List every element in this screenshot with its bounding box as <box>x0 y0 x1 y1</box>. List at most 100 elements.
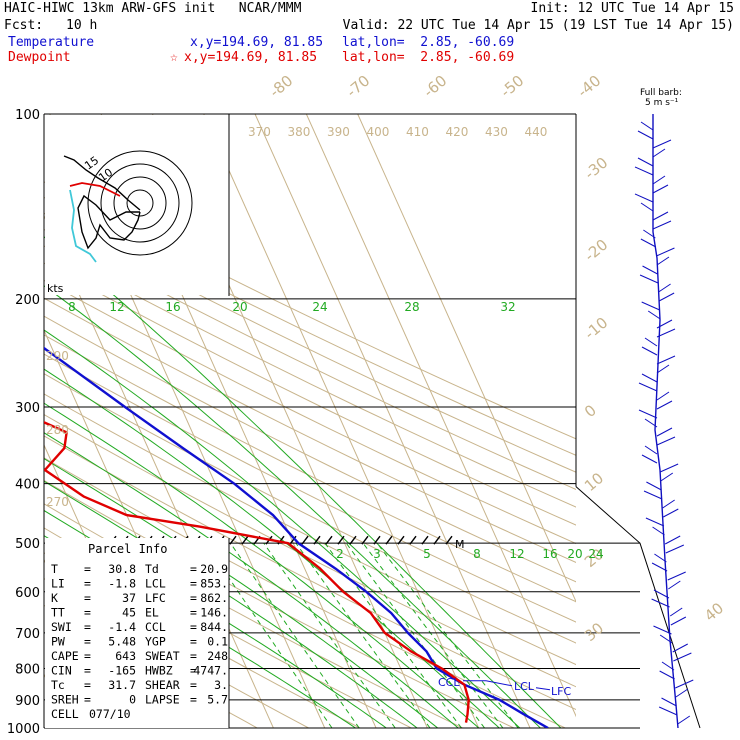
hatch-mark <box>301 535 309 545</box>
dewpoint-latlon: lat,lon= 2.85, -60.69 <box>342 50 515 65</box>
forecast-label: Fcst: <box>4 18 44 33</box>
parcel-value: 3. <box>214 678 228 692</box>
parcel-value: -1.4 <box>108 620 136 634</box>
parcel-value: 077/10 <box>89 707 131 721</box>
wind-barb <box>651 562 668 572</box>
temperature-latlon: lat,lon= 2.85, -60.69 <box>342 35 515 50</box>
parcel-equals: = <box>190 678 197 692</box>
pressure-label: 900 <box>15 694 40 709</box>
parcel-equals: = <box>190 635 197 649</box>
hatch-mark <box>241 535 249 545</box>
mixing-ratio-line <box>263 542 396 728</box>
pressure-label: 1000 <box>7 722 40 737</box>
parcel-equals: = <box>84 678 91 692</box>
hatch-mark <box>349 535 357 545</box>
dewpoint-legend: Dewpoint <box>8 50 71 65</box>
parcel-key: CAPE <box>51 649 79 663</box>
wind-barb <box>646 481 662 491</box>
wind-barb <box>643 490 663 500</box>
parcel-equals: = <box>84 664 91 678</box>
wind-barb <box>647 310 661 320</box>
parcel-equals: = <box>190 649 197 663</box>
barb-key-units: 5 m s⁻¹ <box>645 98 679 108</box>
theta-label: 390 <box>327 125 350 139</box>
dry-adiabat-line <box>44 245 576 508</box>
wind-barb <box>641 301 660 311</box>
wind-barb <box>668 580 681 590</box>
parcel-value: 248 <box>207 649 228 663</box>
parcel-value: 146. <box>200 606 228 620</box>
wind-barb <box>656 364 670 374</box>
wind-barb <box>640 238 657 248</box>
temperature-xy: x,y=194.69, 81.85 <box>190 35 324 50</box>
hatch-mark <box>409 535 417 545</box>
hatch-mark <box>421 535 429 545</box>
hodograph-inset <box>45 115 229 295</box>
wind-barb <box>670 616 687 626</box>
pressure-label: 300 <box>15 401 40 416</box>
parcel-key: K <box>51 591 58 605</box>
hatch-mark <box>337 535 345 545</box>
parcel-value: -165 <box>108 664 136 678</box>
wind-barb <box>639 274 659 284</box>
parcel-value: 0.1 <box>207 635 228 649</box>
dry-adiabat-line <box>44 279 576 545</box>
wind-barb <box>651 598 670 608</box>
wind-barb <box>659 463 679 473</box>
barb-staff <box>652 114 679 729</box>
parcel-key: LI <box>51 577 65 591</box>
wind-barb <box>663 508 679 518</box>
mixing-ratio-line <box>362 542 504 728</box>
dry-adiabat-line <box>44 457 567 728</box>
hatch-mark <box>373 535 381 545</box>
hodograph-ring <box>87 150 193 256</box>
parcel-equals: = <box>84 649 91 663</box>
hatch-mark <box>361 535 369 545</box>
isotherm-label: -80 <box>266 72 296 102</box>
parcel-key: LCL <box>145 577 166 591</box>
parcel-key: LAPSE <box>145 693 180 707</box>
parcel-value: 5.7 <box>207 693 228 707</box>
wind-barb <box>664 535 681 545</box>
pressure-label: 500 <box>15 537 40 552</box>
parcel-equals: = <box>84 620 91 634</box>
parcel-value: 844. <box>200 620 228 634</box>
wind-barb <box>659 634 673 644</box>
wind-barb <box>644 337 658 347</box>
wind-barb <box>652 211 669 221</box>
mixing-ratio-line <box>230 542 360 728</box>
wind-barb <box>658 706 678 716</box>
wind-barb <box>642 265 658 275</box>
isotherm-label: -20 <box>581 236 611 266</box>
wind-barb <box>652 220 672 230</box>
parcel-value: 37 <box>122 591 136 605</box>
wind-barb <box>660 472 674 482</box>
parcel-key: PW <box>51 635 65 649</box>
wind-barb <box>675 688 689 698</box>
parcel-value: 31.7 <box>108 678 136 692</box>
isotherm-label: -40 <box>574 72 604 102</box>
isotherm-line <box>357 114 576 603</box>
moist-adiabat-label: 12 <box>109 300 124 314</box>
wind-barb <box>652 526 665 536</box>
wind-barb <box>654 553 667 563</box>
wind-barb <box>637 130 654 140</box>
theta-label: 370 <box>248 125 271 139</box>
hatch-mark <box>277 535 285 545</box>
parcel-value: 30.8 <box>108 562 136 576</box>
parcel-key: YGP <box>145 635 166 649</box>
valid-time: Valid: 22 UTC Tue 14 Apr 15 (19 LST Tue … <box>342 18 734 33</box>
theta-label: 440 <box>525 125 548 139</box>
hodograph-ring <box>100 163 180 243</box>
moist-adiabat-line <box>44 285 541 728</box>
mixing-ratio-line <box>324 542 462 728</box>
mixing-ratio-label: 2 <box>336 547 344 561</box>
hatch-mark <box>445 535 453 545</box>
wind-barb <box>675 679 694 689</box>
parcel-key: SWI <box>51 620 72 634</box>
wind-barb <box>658 292 675 302</box>
moist-adiabat-label: 16 <box>165 300 180 314</box>
lcl-marker <box>485 680 513 687</box>
wind-barb <box>669 607 683 617</box>
wind-barb <box>652 175 666 185</box>
